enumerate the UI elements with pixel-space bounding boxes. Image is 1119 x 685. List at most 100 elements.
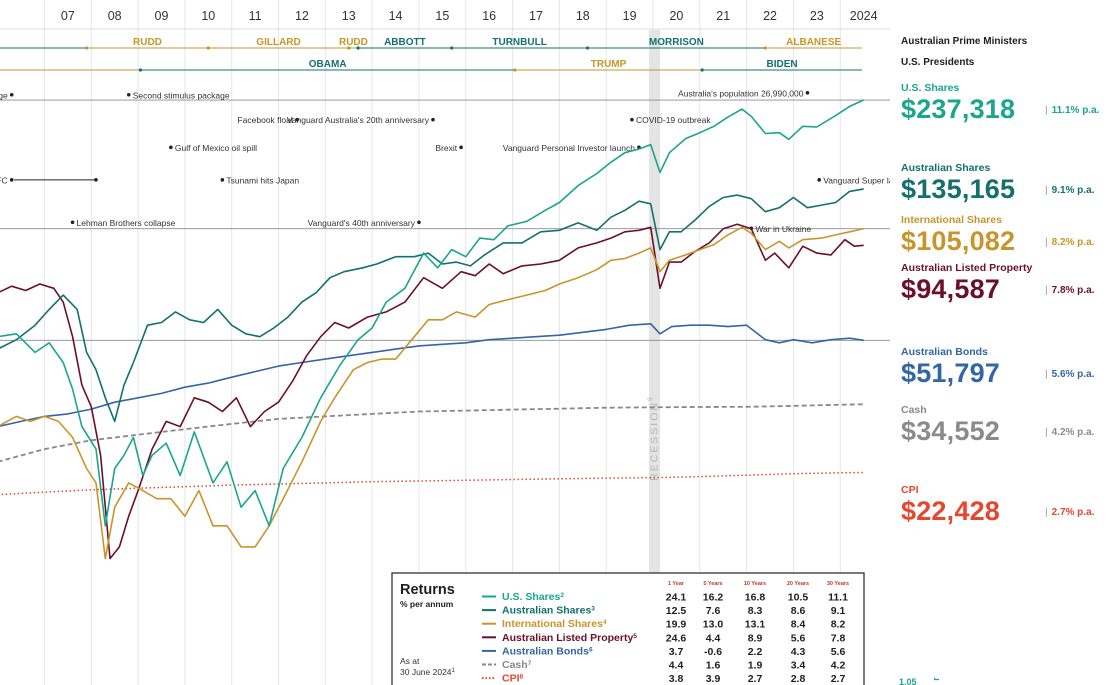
chart-area: 07 08 09 10 11 12 13 14 15 16 17 18 19 20 21 22 23 2024 RE…	[0, 0, 890, 685]
pm-name: TURNBULL	[492, 37, 546, 48]
returns-cell: 7.8	[831, 632, 846, 644]
series-line-international-shares	[0, 226, 864, 560]
returns-cell: 16.8	[745, 592, 766, 604]
returns-cell: 4.4	[669, 660, 684, 672]
pm-start-dot	[347, 46, 351, 50]
president-start-dot	[513, 68, 517, 72]
returns-cell: 3.9	[706, 673, 721, 685]
pm-header: Australian Prime Ministers	[901, 36, 1119, 47]
side-item-value: $135,165	[901, 174, 1016, 204]
event-dot	[295, 117, 300, 122]
series-line-cpi	[0, 471, 864, 496]
event: Vanguard Super launch	[817, 175, 890, 185]
returns-cell: 1.6	[706, 660, 721, 672]
returns-cell: 8.2	[831, 619, 846, 631]
pm-name: RUDD	[339, 37, 368, 48]
returns-cell: 5.6	[791, 632, 806, 644]
returns-cell: 5.6	[831, 646, 846, 658]
event-label: Australia's population 26,990,000	[678, 88, 804, 98]
returns-cell: 19.9	[666, 619, 687, 631]
year-tick-label: 21	[716, 9, 730, 23]
year-tick-label: 19	[623, 9, 637, 23]
year-tick-label: 16	[482, 9, 496, 23]
event-dot	[126, 92, 131, 97]
returns-column-header: 5 Years	[703, 581, 722, 587]
event-dot	[169, 145, 173, 150]
returns-column-header: 1 Year	[668, 581, 685, 587]
year-tick-label: 12	[295, 9, 309, 23]
returns-date: 30 June 20241	[400, 667, 456, 677]
returns-row-name: Cash7	[502, 659, 532, 671]
side-item-australian-bonds: Australian Bonds$51,797 5.6% p.a.	[901, 346, 1119, 392]
year-axis: 07 08 09 10 11 12 13 14 15 16 17 18 19 20 21 22 23 2024	[61, 9, 878, 23]
year-tick-label: 17	[529, 9, 543, 23]
side-item-value: $51,797	[901, 358, 1000, 388]
president-name: TRUMP	[591, 59, 627, 70]
event-label: Second stimulus package	[133, 90, 230, 100]
series-line-australian-bonds	[0, 323, 864, 427]
returns-cell: 2.7	[831, 673, 846, 685]
year-tick-label: 08	[108, 9, 122, 23]
pm-header-label: Australian Prime Ministers	[901, 36, 1028, 47]
event: FC	[0, 175, 14, 185]
returns-title: Returns	[400, 582, 455, 598]
side-item-label: U.S. Shares	[901, 82, 960, 94]
side-item-cpi: CPI$22,428 2.7% p.a.	[901, 484, 1119, 530]
event: War in Ukraine	[749, 224, 811, 234]
pm-start-dot	[356, 46, 360, 50]
event-label: Gulf of Mexico oil spill	[175, 143, 257, 153]
returns-cell: 4.4	[706, 632, 721, 644]
event-label: Brexit	[435, 143, 457, 153]
president-start-dot	[700, 68, 704, 72]
series-lines	[0, 99, 865, 560]
pm-start-dot	[206, 46, 210, 50]
returns-row-name: Australian Shares3	[502, 605, 595, 617]
event: stimulus package	[0, 90, 14, 100]
returns-cell: 7.6	[706, 605, 721, 617]
pm-start-dot	[85, 46, 89, 50]
series-line-u-s-shares	[0, 99, 865, 527]
event-dot	[220, 178, 225, 182]
side-item-label: CPI	[901, 484, 919, 496]
year-tick-label: 20	[669, 9, 683, 23]
event-dot	[817, 178, 821, 182]
side-item-rate: 9.1% p.a.	[1045, 185, 1095, 196]
returns-as-at: As at	[400, 656, 420, 666]
returns-cell: 8.3	[748, 605, 763, 617]
pm-start-dot	[450, 46, 454, 50]
returns-cell: 24.6	[666, 632, 687, 644]
growth-chart: 07 08 09 10 11 12 13 14 15 16 17 18 19 20 21 22 23 2024 RE…	[0, 0, 890, 685]
president-start-dot	[138, 68, 143, 72]
year-tick-label: 09	[155, 9, 169, 23]
returns-cell: 2.7	[748, 673, 763, 685]
side-item-rate: 8.2% p.a.	[1045, 237, 1095, 248]
event-label: Vanguard's 40th anniversary	[308, 218, 416, 228]
pm-name: MORRISON	[649, 37, 704, 48]
returns-cell: 2.8	[791, 673, 806, 685]
side-item-value: $34,552	[901, 416, 1000, 446]
event-dot	[9, 178, 14, 182]
event-label: COVID-19 outbreak	[636, 115, 711, 125]
side-item-cash: Cash$34,552 4.2% p.a.	[901, 404, 1119, 450]
returns-row-name: U.S. Shares2	[502, 591, 564, 603]
returns-subtitle: % per annum	[400, 599, 454, 609]
event: Gulf of Mexico oil spill	[169, 143, 257, 153]
pm-name: ABBOTT	[384, 37, 426, 48]
event: COVID-19 outbreak	[630, 115, 711, 125]
returns-column-header: 20 Years	[787, 581, 809, 587]
event: Vanguard Personal Investor launch	[503, 143, 641, 153]
pm-timeline: RUDD GILLARD RUDD ABBOTT TURNBULL MORRISON ALB…	[85, 37, 862, 50]
returns-cell: 4.3	[791, 646, 806, 658]
event-label: Tsunami hits Japan	[226, 175, 299, 185]
side-item-australian-shares: Australian Shares$135,165 9.1% p.a.	[901, 162, 1119, 208]
side-item-label: Cash	[901, 404, 927, 416]
series-line-australian-listed-property	[0, 223, 864, 560]
side-item-label: Australian Shares	[901, 162, 991, 174]
president-header-label: U.S. Presidents	[901, 57, 975, 68]
event-dot	[630, 117, 634, 122]
event-dot	[459, 145, 463, 150]
side-item-rate: 7.8% p.a.	[1045, 285, 1095, 296]
event-label: Facebook float	[237, 115, 293, 125]
event-dot	[417, 220, 421, 225]
